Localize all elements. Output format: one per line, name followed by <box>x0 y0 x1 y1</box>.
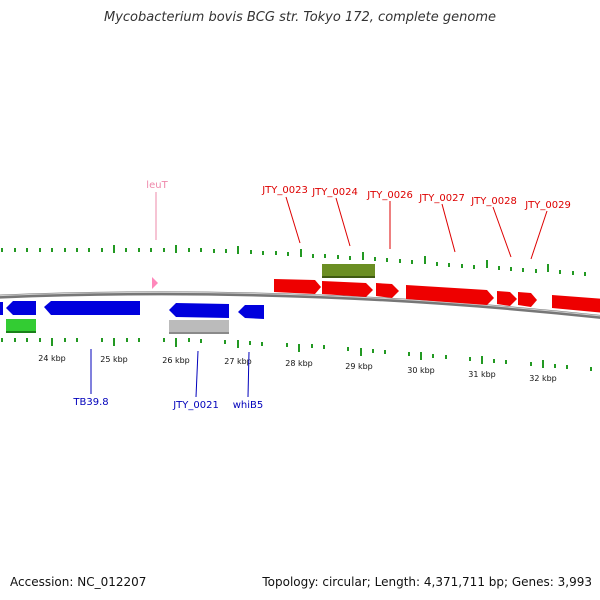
forward-cds-track <box>274 279 600 313</box>
forward-feature-labels: JTY_0023 JTY_0024 JTY_0026 JTY_0027 JTY_… <box>261 185 571 211</box>
pseudogene-feature[interactable] <box>169 320 229 333</box>
feature-label-leuT[interactable]: leuT <box>146 180 168 191</box>
forward-cds-JTY_0024[interactable] <box>322 281 373 297</box>
scale-label: 26 kbp <box>162 356 190 365</box>
scale-labels: 24 kbp 25 kbp 26 kbp 27 kbp 28 kbp 29 kb… <box>38 354 557 383</box>
accession-text: Accession: NC_012207 <box>10 575 147 589</box>
reverse-feature-labels: TB39.8 JTY_0021 whiB5 <box>72 397 263 411</box>
feature-label-JTY_0026[interactable]: JTY_0026 <box>366 190 413 201</box>
pseudogene-shadow <box>169 332 229 334</box>
feature-label-JTY_0024[interactable]: JTY_0024 <box>311 187 358 198</box>
feature-label-JTY_0029[interactable]: JTY_0029 <box>524 200 571 211</box>
misc-feature[interactable] <box>322 264 375 277</box>
reverse-leader-lines <box>90 349 250 398</box>
inner-tick-track <box>1 338 592 371</box>
outer-tick-track <box>1 245 586 276</box>
forward-leader-lines <box>285 196 548 260</box>
scale-label: 27 kbp <box>224 357 252 366</box>
scale-label: 29 kbp <box>345 362 373 371</box>
scale-label: 31 kbp <box>468 370 496 379</box>
rna-gene-feature[interactable] <box>6 319 36 332</box>
scale-label: 30 kbp <box>407 366 435 375</box>
outer-minor-ticks <box>1 248 586 276</box>
reverse-cds-1[interactable] <box>6 301 36 315</box>
forward-cds-JTY_0028[interactable] <box>497 291 517 306</box>
feature-label-JTY_0028[interactable]: JTY_0028 <box>470 196 517 207</box>
forward-cds-JTY_0027[interactable] <box>406 285 494 305</box>
scale-label: 24 kbp <box>38 354 66 363</box>
feature-label-whiB5[interactable]: whiB5 <box>233 400 264 411</box>
forward-cds-JTY_0026[interactable] <box>376 283 399 298</box>
feature-label-JTY_0027[interactable]: JTY_0027 <box>418 193 465 204</box>
trna-leuT-marker[interactable] <box>152 277 158 289</box>
forward-cds-partial[interactable] <box>552 295 600 313</box>
scale-label: 25 kbp <box>100 355 128 364</box>
feature-label-TB39.8[interactable]: TB39.8 <box>72 397 108 408</box>
genome-backbone-highlight <box>0 291 600 317</box>
scale-label: 32 kbp <box>529 374 557 383</box>
inner-major-ticks <box>51 338 544 368</box>
reverse-cds-partial[interactable] <box>0 302 3 315</box>
outer-major-ticks <box>113 245 549 272</box>
scale-label: 28 kbp <box>285 359 313 368</box>
rna-gene-shadow <box>6 331 36 333</box>
feature-label-JTY_0021[interactable]: JTY_0021 <box>172 400 219 411</box>
genome-summary-text: Topology: circular; Length: 4,371,711 bp… <box>262 575 592 589</box>
map-title: Mycobacterium bovis BCG str. Tokyo 172, … <box>104 10 496 25</box>
forward-cds-JTY_0023[interactable] <box>274 279 321 294</box>
forward-cds-JTY_0029[interactable] <box>518 292 537 307</box>
reverse-cds-whiB5[interactable] <box>238 305 264 319</box>
reverse-cds-track <box>0 301 264 319</box>
genome-backbone <box>0 291 600 319</box>
feature-label-JTY_0023[interactable]: JTY_0023 <box>261 185 308 196</box>
reverse-cds-TB39.8[interactable] <box>44 301 140 315</box>
misc-feature-shadow <box>322 276 375 278</box>
reverse-cds-JTY_0021[interactable] <box>169 303 229 318</box>
